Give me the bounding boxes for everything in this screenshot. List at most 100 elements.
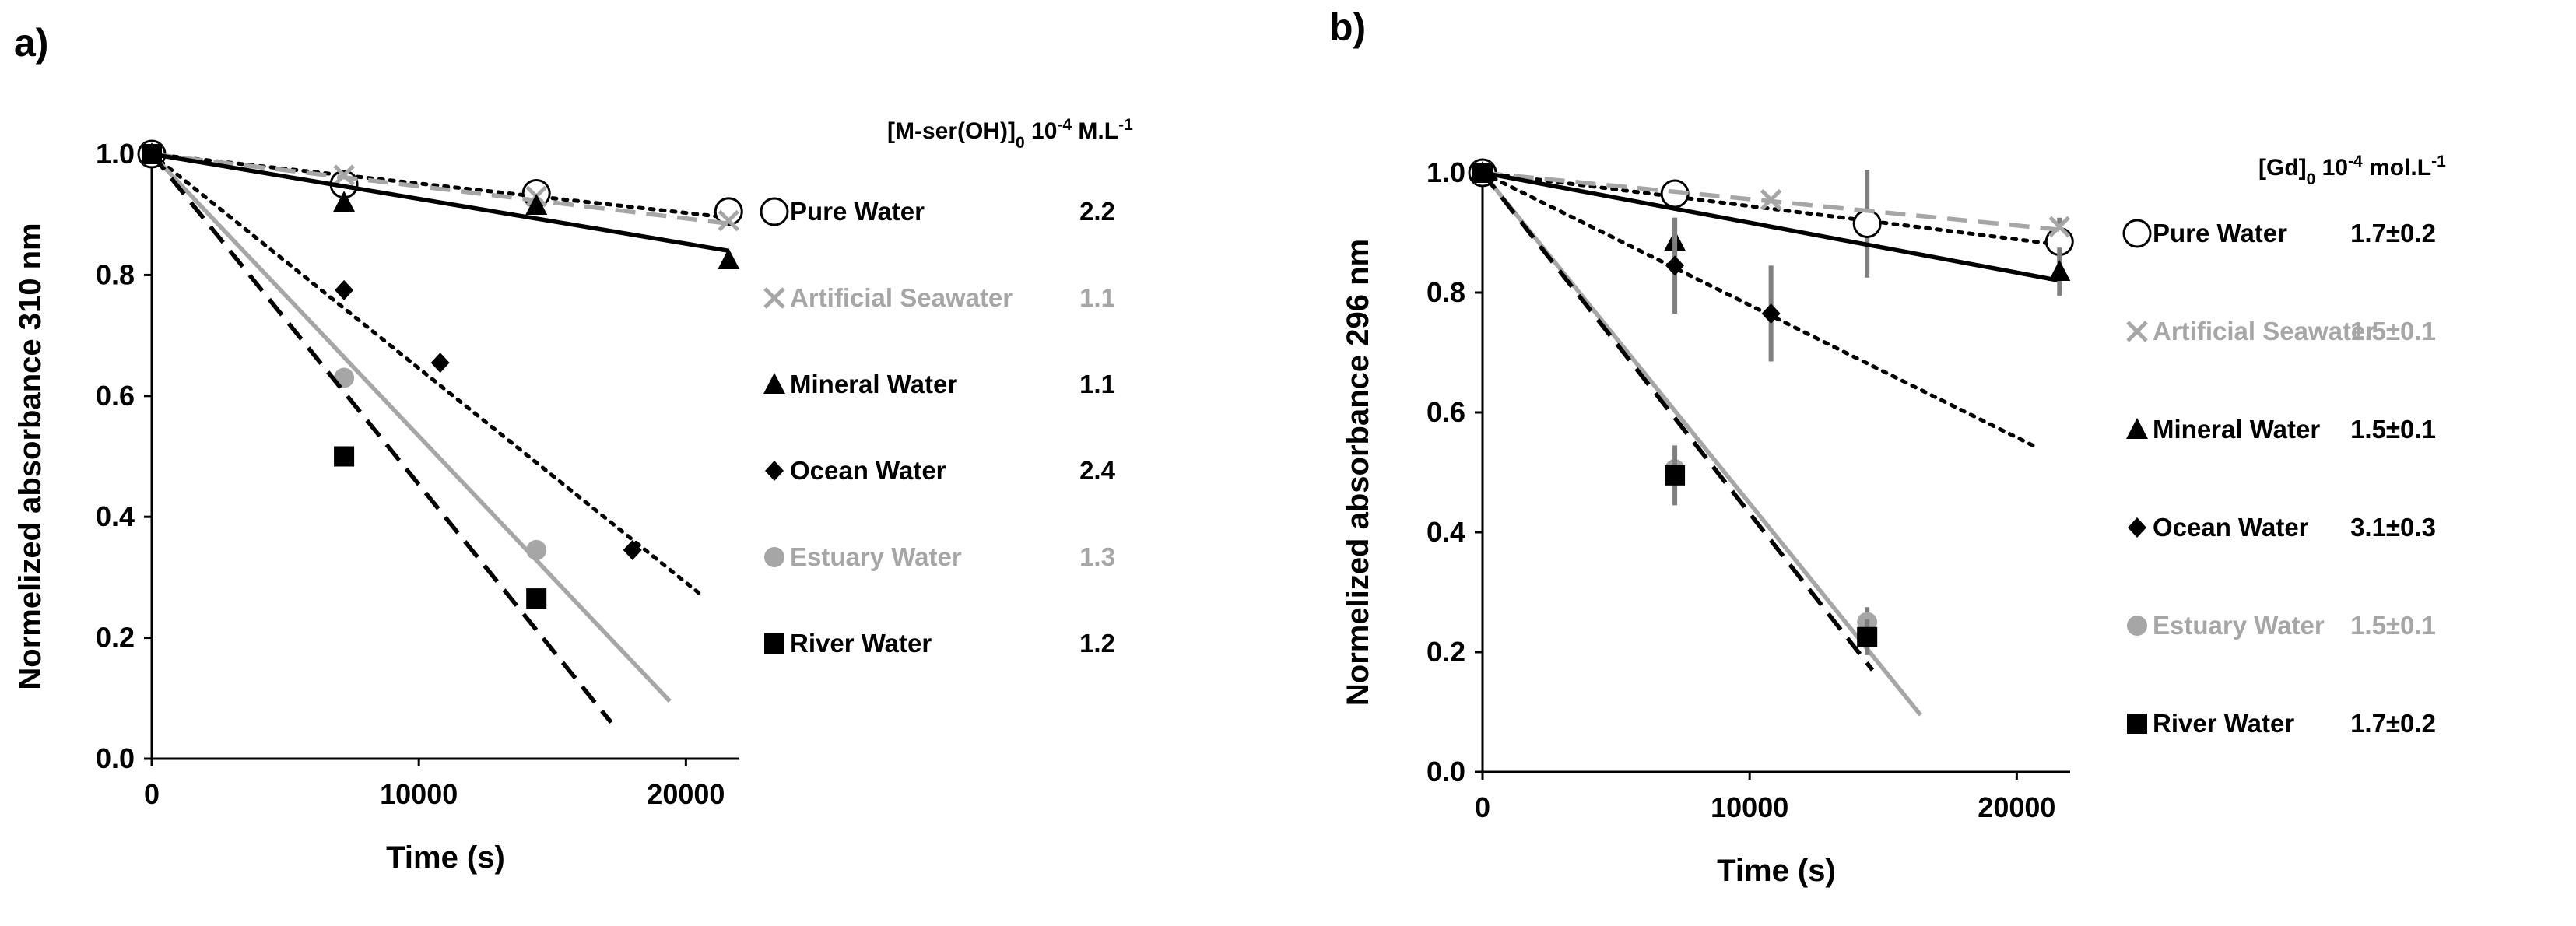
x-tick-label: 20000 — [1978, 791, 2055, 823]
panel-label: b) — [1329, 5, 1366, 49]
y-tick-label: 0.4 — [96, 500, 135, 532]
fit-line-pure-water — [149, 152, 731, 220]
legend-item-river-water: River Water 1.2 — [764, 629, 1115, 658]
legend-item-pure-water: Pure Water 2.2 — [760, 197, 1115, 226]
fit-line-pure-water — [1480, 170, 2062, 247]
y-tick-label: 1.0 — [96, 138, 135, 170]
data-point-ocean-water — [1761, 303, 1781, 324]
fit-line-ocean-water — [149, 152, 704, 598]
data-point-ocean-water — [1665, 255, 1685, 276]
fit-line-river-water — [149, 153, 613, 724]
data-point-mineral-water — [333, 191, 356, 212]
data-point-ocean-water — [335, 279, 354, 300]
data-point-artificial-seawater — [718, 209, 740, 232]
series-ocean-water — [1473, 163, 2035, 447]
legend-value: 1.3 — [1079, 542, 1115, 571]
legend-marker-mineral-water — [2126, 418, 2148, 439]
legend-label: Estuary Water — [2153, 611, 2325, 640]
legend-title: [M-ser(OH)]0 10-4 M.L-1 — [887, 116, 1133, 152]
data-point-artificial-seawater — [333, 164, 355, 186]
x-tick-label: 0 — [144, 778, 160, 810]
legend-title-part: [M-ser(OH)] — [887, 118, 1016, 144]
fit-line-mineral-water — [151, 152, 729, 254]
legend-value: 1.5±0.1 — [2350, 415, 2436, 444]
data-point-artificial-seawater — [2048, 216, 2071, 238]
x-axis-title: Time (s) — [1717, 854, 1836, 888]
fit-line-estuary-water — [1480, 171, 1922, 717]
data-point-river-water — [142, 144, 162, 164]
data-point-pure-water — [714, 197, 743, 226]
legend-value: 1.1 — [1079, 370, 1115, 398]
y-tick-label: 0.2 — [1427, 636, 1465, 668]
legend-item-estuary-water: Estuary Water 1.3 — [764, 542, 1115, 571]
legend-title-part: -1 — [1118, 116, 1133, 134]
legend-marker-pure-water — [2122, 219, 2152, 248]
legend-marker-artificial-seawater-stroke-b — [763, 287, 785, 309]
legend-title-part: -1 — [2431, 153, 2446, 170]
legend-label: Mineral Water — [2153, 415, 2320, 444]
fit-line-ocean-water — [1480, 170, 2035, 447]
legend-title-part: 0 — [1016, 134, 1025, 152]
legend-value: 3.1±0.3 — [2350, 513, 2436, 542]
data-point-river-water — [1472, 163, 1493, 183]
y-tick-label: 0.6 — [1427, 396, 1465, 428]
legend-marker-estuary-water — [2127, 616, 2147, 636]
legend-value: 2.4 — [1079, 456, 1116, 485]
legend-marker-river-water — [2127, 714, 2147, 734]
legend-title-part: [Gd] — [2258, 155, 2307, 181]
legend-item-mineral-water: Mineral Water 1.5±0.1 — [2126, 415, 2436, 444]
legend-item-ocean-water: Ocean Water 2.4 — [765, 456, 1116, 485]
y-tick-label: 1.0 — [1427, 156, 1465, 188]
legend-marker-pure-water — [760, 197, 789, 226]
legend-marker-river-water — [764, 633, 784, 654]
legend-item-pure-water: Pure Water 1.7±0.2 — [2122, 219, 2436, 248]
fit-line-estuary-water — [150, 153, 672, 703]
legend-marker-estuary-water — [764, 547, 784, 567]
data-point-ocean-water — [623, 539, 642, 560]
legend-value: 1.2 — [1079, 629, 1115, 658]
x-tick-label: 20000 — [647, 778, 725, 810]
panel-label: a) — [14, 21, 48, 65]
data-point-artificial-seawater-stroke-b — [333, 164, 355, 186]
x-tick-label: 0 — [1475, 791, 1490, 823]
legend-marker-ocean-water — [2128, 517, 2146, 538]
legend-title-part: 0 — [2307, 170, 2316, 188]
data-point-river-water — [334, 446, 355, 467]
fit-line-mineral-water — [1482, 170, 2060, 283]
chart-a: a) 0.0 0.2 0.4 0.6 0.8 1.0 0 10000 20000 Time (s) N… — [13, 21, 1133, 875]
data-point-river-water — [1665, 465, 1686, 486]
series-estuary-water — [1472, 163, 1922, 717]
legend-item-estuary-water: Estuary Water 1.5±0.1 — [2127, 611, 2436, 640]
legend-title-part: -4 — [2348, 153, 2363, 170]
legend-value: 1.5±0.1 — [2350, 317, 2436, 345]
legend-label: Mineral Water — [790, 370, 957, 398]
legend-label: Ocean Water — [2153, 513, 2309, 542]
legend-title-part: mol.L — [2363, 155, 2431, 181]
y-axis-title: Normelized absorbance 296 nm — [1341, 239, 1375, 706]
legend-label: Estuary Water — [790, 542, 962, 571]
data-point-pure-water — [1852, 209, 1882, 238]
legend-label: Pure Water — [790, 197, 925, 226]
series-pure-water — [1468, 158, 2074, 278]
x-tick-label: 10000 — [1711, 791, 1788, 823]
legend-label: River Water — [2153, 709, 2294, 738]
data-point-mineral-water — [2048, 260, 2071, 282]
fit-line-river-water — [1480, 171, 1875, 672]
data-point-river-water — [526, 588, 547, 609]
legend-marker-ocean-water — [765, 461, 784, 481]
y-tick-label: 0.8 — [1427, 276, 1465, 308]
legend-title-part: -4 — [1057, 116, 1072, 134]
data-point-mineral-water — [718, 247, 740, 269]
data-point-artificial-seawater-stroke-b — [718, 209, 740, 232]
y-axis-title: Normelized absorbance 310 nm — [13, 223, 47, 689]
legend-value: 1.7±0.2 — [2350, 219, 2436, 247]
legend-title-part: M.L — [1072, 118, 1118, 144]
legend-item-river-water: River Water 1.7±0.2 — [2127, 709, 2436, 738]
x-axis-title: Time (s) — [386, 840, 505, 875]
data-point-ocean-water — [430, 353, 450, 374]
legend-marker-artificial-seawater-stroke-b — [2126, 321, 2148, 342]
legend-label: Pure Water — [2153, 219, 2287, 247]
x-tick-label: 10000 — [380, 778, 458, 810]
